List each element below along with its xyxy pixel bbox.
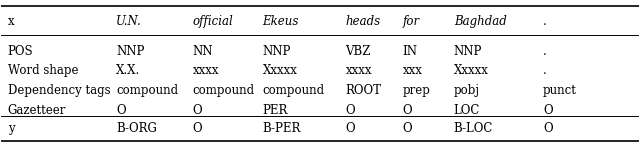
Text: Gazetteer: Gazetteer [8, 104, 66, 117]
Text: U.N.: U.N. [116, 14, 142, 28]
Text: punct: punct [543, 84, 577, 97]
Text: compound: compound [116, 84, 178, 97]
Text: pobj: pobj [454, 84, 480, 97]
Text: O: O [193, 122, 202, 135]
Text: O: O [543, 122, 553, 135]
Text: O: O [403, 122, 412, 135]
Text: O: O [346, 122, 355, 135]
Text: B-PER: B-PER [262, 122, 301, 135]
Text: Dependency tags: Dependency tags [8, 84, 110, 97]
Text: Xxxxx: Xxxxx [454, 65, 489, 77]
Text: Xxxxx: Xxxxx [262, 65, 298, 77]
Text: PER: PER [262, 104, 288, 117]
Text: O: O [403, 104, 412, 117]
Text: O: O [193, 104, 202, 117]
Text: Word shape: Word shape [8, 65, 78, 77]
Text: xxxx: xxxx [346, 65, 372, 77]
Text: .: . [543, 45, 547, 58]
Text: compound: compound [193, 84, 255, 97]
Text: ROOT: ROOT [346, 84, 381, 97]
Text: POS: POS [8, 45, 33, 58]
Text: O: O [346, 104, 355, 117]
Text: official: official [193, 14, 234, 28]
Text: B-LOC: B-LOC [454, 122, 493, 135]
Text: heads: heads [346, 14, 381, 28]
Text: Baghdad: Baghdad [454, 14, 507, 28]
Text: VBZ: VBZ [346, 45, 371, 58]
Text: compound: compound [262, 84, 324, 97]
Text: for: for [403, 14, 420, 28]
Text: B-ORG: B-ORG [116, 122, 157, 135]
Text: NNP: NNP [454, 45, 482, 58]
Text: NNP: NNP [116, 45, 145, 58]
Text: NN: NN [193, 45, 213, 58]
Text: xxx: xxx [403, 65, 422, 77]
Text: O: O [543, 104, 553, 117]
Text: xxxx: xxxx [193, 65, 219, 77]
Text: O: O [116, 104, 125, 117]
Text: y: y [8, 122, 14, 135]
Text: x: x [8, 14, 14, 28]
Text: .: . [543, 65, 547, 77]
Text: LOC: LOC [454, 104, 480, 117]
Text: Ekeus: Ekeus [262, 14, 299, 28]
Text: NNP: NNP [262, 45, 291, 58]
Text: .: . [543, 14, 547, 28]
Text: X.X.: X.X. [116, 65, 140, 77]
Text: IN: IN [403, 45, 418, 58]
Text: prep: prep [403, 84, 431, 97]
